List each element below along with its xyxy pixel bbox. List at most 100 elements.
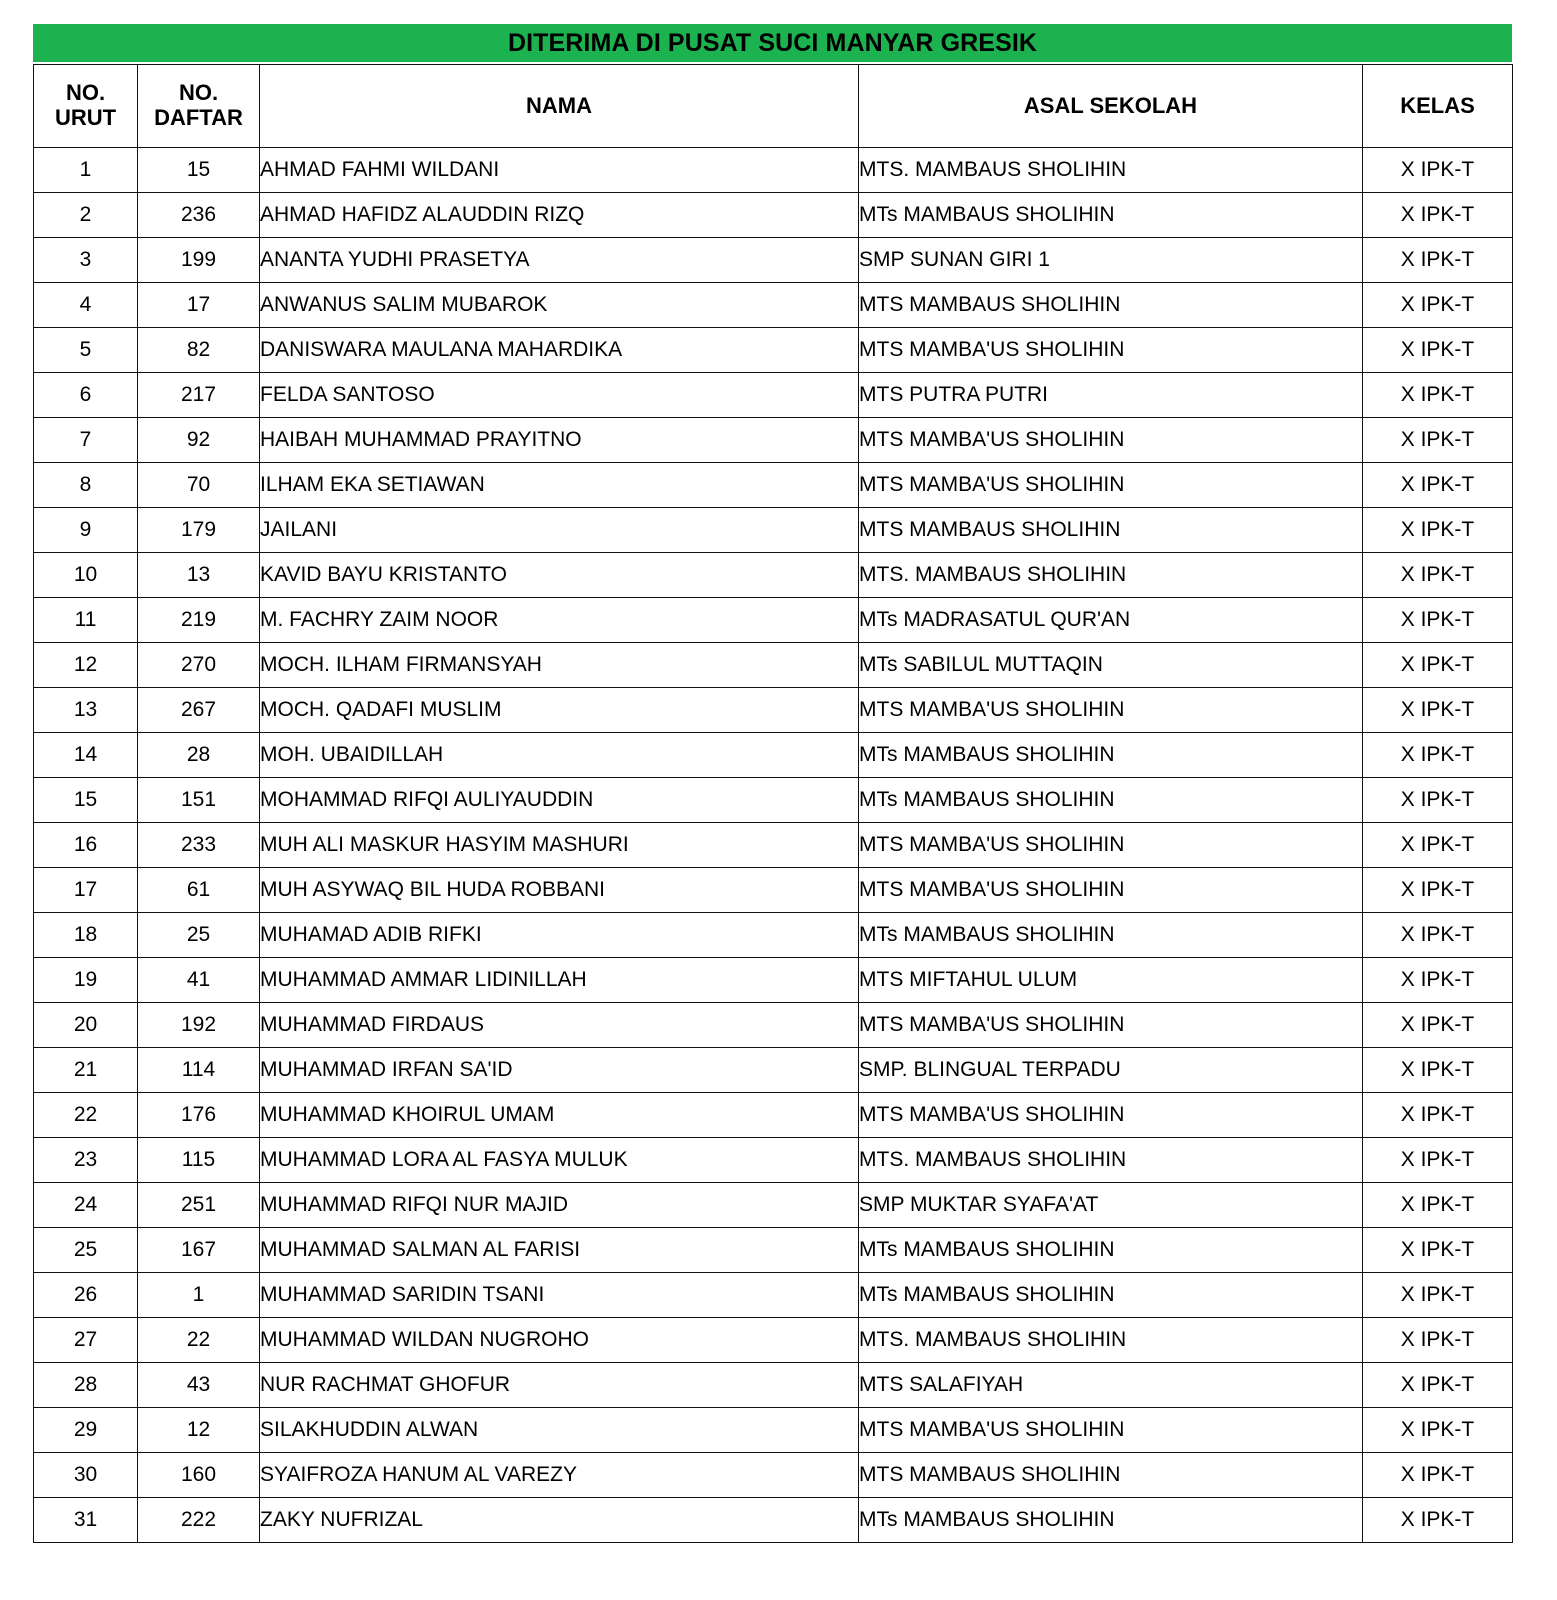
table-row: 6 217 FELDA SANTOSO MTS PUTRA PUTRI X IPK-T [33,372,1513,418]
cell-nama: MUHAMMAD AMMAR LIDINILLAH [259,957,859,1003]
admission-list-sheet: DITERIMA DI PUSAT SUCI MANYAR GRESIK NO.… [33,24,1513,1543]
column-header-no-daftar-line2: DAFTAR [154,105,243,130]
cell-nama: MUHAMMAD FIRDAUS [259,1002,859,1048]
table-row: 9 179 JAILANI MTS MAMBAUS SHOLIHIN X IPK-T [33,507,1513,553]
cell-no-daftar: 217 [137,372,260,418]
cell-no-urut: 30 [33,1452,138,1498]
cell-asal-sekolah: MTS. MAMBAUS SHOLIHIN [858,1137,1363,1183]
cell-no-urut: 16 [33,822,138,868]
cell-nama: MUHAMMAD WILDAN NUGROHO [259,1317,859,1363]
cell-no-urut: 28 [33,1362,138,1408]
cell-nama: SILAKHUDDIN ALWAN [259,1407,859,1453]
cell-nama: MOH. UBAIDILLAH [259,732,859,778]
cell-no-daftar: 61 [137,867,260,913]
cell-kelas: X IPK-T [1362,237,1513,283]
cell-nama: MUHAMAD ADIB RIFKI [259,912,859,958]
cell-no-urut: 21 [33,1047,138,1093]
cell-no-urut: 5 [33,327,138,373]
cell-no-urut: 18 [33,912,138,958]
cell-kelas: X IPK-T [1362,1047,1513,1093]
cell-asal-sekolah: MTs MAMBAUS SHOLIHIN [858,192,1363,238]
cell-no-urut: 15 [33,777,138,823]
table-row: 30 160 SYAIFROZA HANUM AL VAREZY MTS MAMBAU… [33,1452,1513,1498]
cell-no-daftar: 114 [137,1047,260,1093]
cell-asal-sekolah: MTS MAMBA'US SHOLIHIN [858,327,1363,373]
admission-table: NO. URUT NO. DAFTAR NAMA ASAL SEKOLAH KE… [33,64,1513,1543]
cell-kelas: X IPK-T [1362,732,1513,778]
cell-asal-sekolah: MTS. MAMBAUS SHOLIHIN [858,147,1363,193]
cell-no-urut: 19 [33,957,138,1003]
cell-kelas: X IPK-T [1362,777,1513,823]
cell-no-daftar: 151 [137,777,260,823]
cell-no-daftar: 15 [137,147,260,193]
cell-no-daftar: 12 [137,1407,260,1453]
cell-asal-sekolah: MTS MAMBAUS SHOLIHIN [858,282,1363,328]
table-row: 13 267 MOCH. QADAFI MUSLIM MTS MAMBA'US SHO… [33,687,1513,733]
cell-no-daftar: 251 [137,1182,260,1228]
table-header: NO. URUT NO. DAFTAR NAMA ASAL SEKOLAH KE… [33,64,1513,148]
table-row: 26 1 MUHAMMAD SARIDIN TSANI MTs MAMBAUS SHO… [33,1272,1513,1318]
table-row: 15 151 MOHAMMAD RIFQI AULIYAUDDIN MTs MAMBA… [33,777,1513,823]
cell-asal-sekolah: MTs MAMBAUS SHOLIHIN [858,777,1363,823]
table-row: 19 41 MUHAMMAD AMMAR LIDINILLAH MTS MIFTAHU… [33,957,1513,1003]
cell-kelas: X IPK-T [1362,1317,1513,1363]
cell-no-urut: 10 [33,552,138,598]
cell-kelas: X IPK-T [1362,147,1513,193]
cell-no-daftar: 199 [137,237,260,283]
cell-asal-sekolah: MTs SABILUL MUTTAQIN [858,642,1363,688]
cell-nama: ANANTA YUDHI PRASETYA [259,237,859,283]
cell-kelas: X IPK-T [1362,687,1513,733]
column-header-no-daftar: NO. DAFTAR [137,64,260,148]
cell-nama: MOHAMMAD RIFQI AULIYAUDDIN [259,777,859,823]
cell-no-urut: 11 [33,597,138,643]
cell-kelas: X IPK-T [1362,867,1513,913]
cell-asal-sekolah: MTS MAMBA'US SHOLIHIN [858,822,1363,868]
cell-no-daftar: 115 [137,1137,260,1183]
table-row: 8 70 ILHAM EKA SETIAWAN MTS MAMBA'US SHOLIH… [33,462,1513,508]
cell-asal-sekolah: MTS MAMBA'US SHOLIHIN [858,867,1363,913]
cell-kelas: X IPK-T [1362,417,1513,463]
cell-kelas: X IPK-T [1362,1137,1513,1183]
cell-kelas: X IPK-T [1362,1092,1513,1138]
cell-kelas: X IPK-T [1362,372,1513,418]
cell-no-urut: 8 [33,462,138,508]
cell-no-daftar: 82 [137,327,260,373]
cell-no-daftar: 236 [137,192,260,238]
cell-asal-sekolah: MTs MAMBAUS SHOLIHIN [858,1227,1363,1273]
cell-no-urut: 7 [33,417,138,463]
cell-asal-sekolah: MTS MAMBAUS SHOLIHIN [858,507,1363,553]
table-row: 25 167 MUHAMMAD SALMAN AL FARISI MTs MAMBAU… [33,1227,1513,1273]
cell-no-daftar: 70 [137,462,260,508]
cell-no-daftar: 176 [137,1092,260,1138]
cell-no-daftar: 167 [137,1227,260,1273]
cell-no-urut: 2 [33,192,138,238]
column-header-no-urut-line1: NO. [65,80,106,106]
cell-no-urut: 22 [33,1092,138,1138]
cell-kelas: X IPK-T [1362,192,1513,238]
table-row: 12 270 MOCH. ILHAM FIRMANSYAH MTs SABILUL M… [33,642,1513,688]
table-row: 5 82 DANISWARA MAULANA MAHARDIKA MTS MAMBA'… [33,327,1513,373]
cell-asal-sekolah: MTS MAMBA'US SHOLIHIN [858,417,1363,463]
cell-nama: NUR RACHMAT GHOFUR [259,1362,859,1408]
cell-asal-sekolah: MTS MAMBA'US SHOLIHIN [858,687,1363,733]
cell-nama: ANWANUS SALIM MUBAROK [259,282,859,328]
cell-asal-sekolah: MTS MIFTAHUL ULUM [858,957,1363,1003]
table-header-row: NO. URUT NO. DAFTAR NAMA ASAL SEKOLAH KE… [33,64,1513,148]
cell-no-daftar: 222 [137,1497,260,1543]
cell-asal-sekolah: MTs MADRASATUL QUR'AN [858,597,1363,643]
cell-kelas: X IPK-T [1362,327,1513,373]
cell-asal-sekolah: SMP SUNAN GIRI 1 [858,237,1363,283]
cell-no-daftar: 192 [137,1002,260,1048]
table-row: 4 17 ANWANUS SALIM MUBAROK MTS MAMBAUS SHOL… [33,282,1513,328]
cell-kelas: X IPK-T [1362,597,1513,643]
cell-no-urut: 20 [33,1002,138,1048]
cell-no-urut: 26 [33,1272,138,1318]
cell-nama: AHMAD FAHMI WILDANI [259,147,859,193]
cell-kelas: X IPK-T [1362,282,1513,328]
cell-kelas: X IPK-T [1362,462,1513,508]
cell-nama: MUHAMMAD KHOIRUL UMAM [259,1092,859,1138]
cell-asal-sekolah: MTS SALAFIYAH [858,1362,1363,1408]
cell-nama: MUH ALI MASKUR HASYIM MASHURI [259,822,859,868]
cell-kelas: X IPK-T [1362,822,1513,868]
cell-no-urut: 9 [33,507,138,553]
